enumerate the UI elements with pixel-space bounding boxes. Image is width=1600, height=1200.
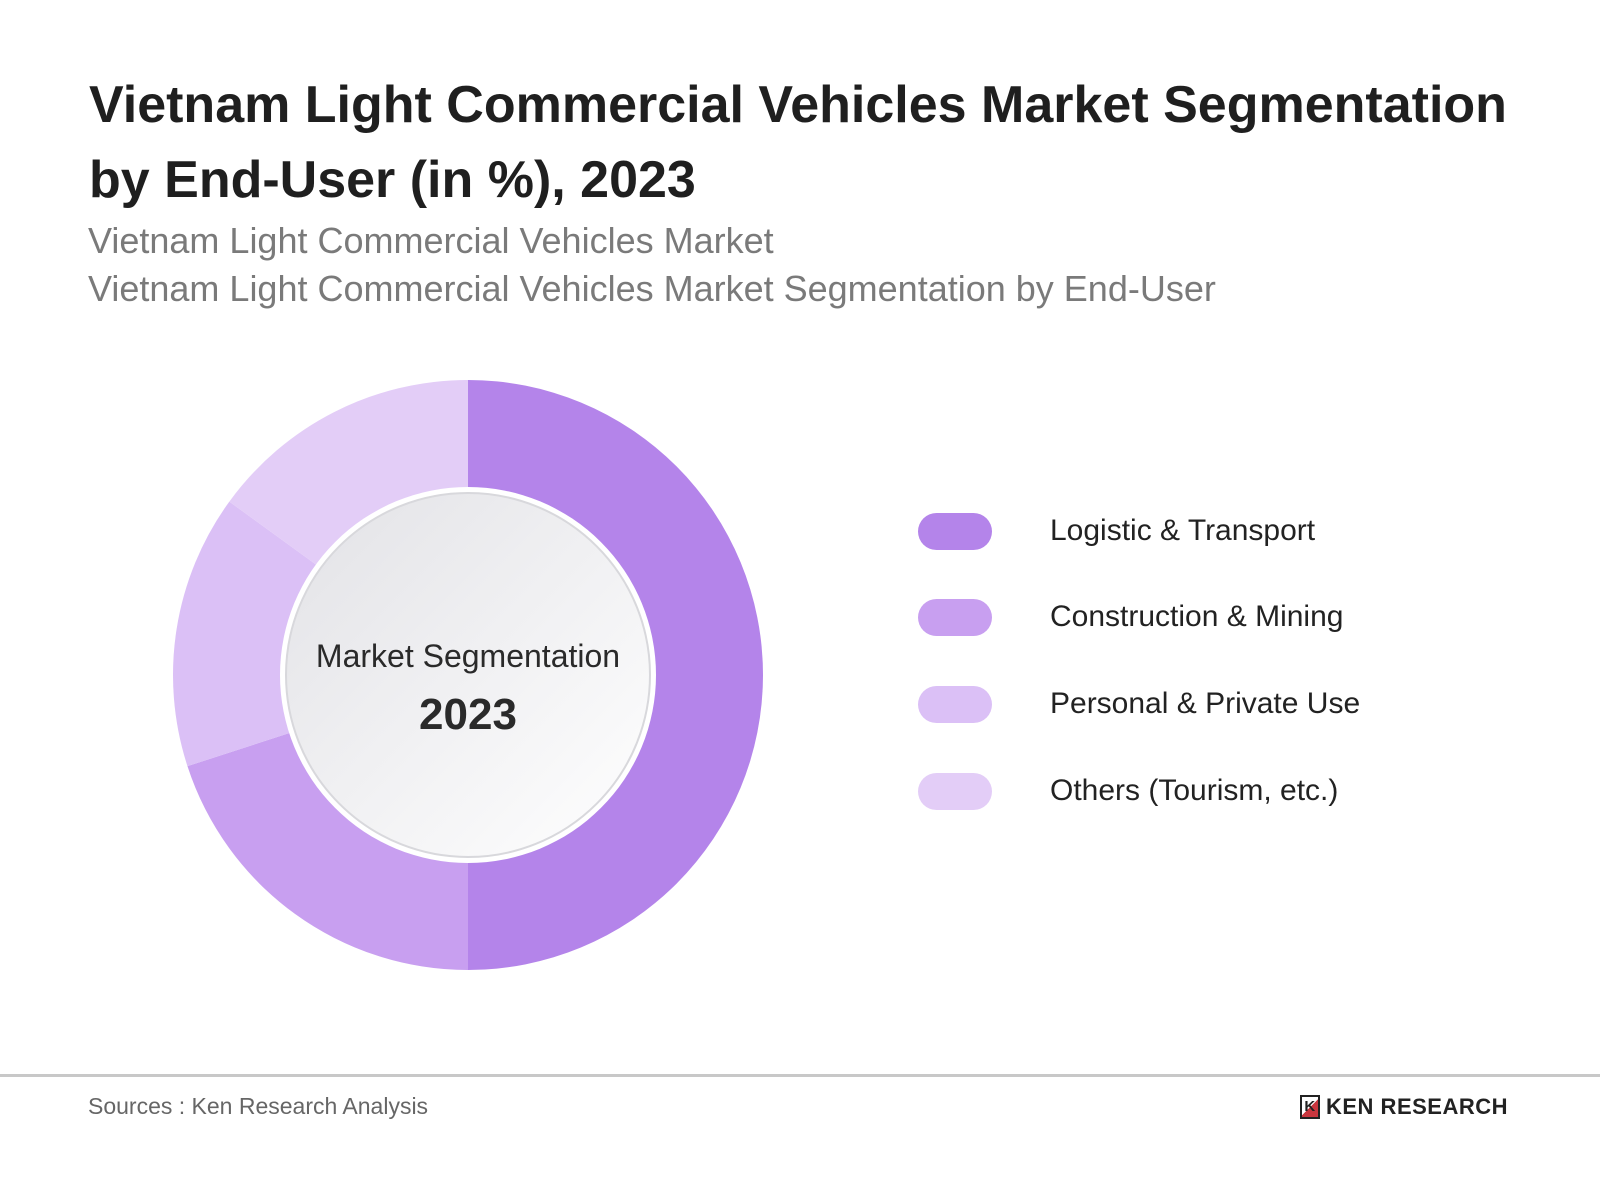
legend-swatch: [918, 598, 992, 636]
legend-item: Logistic & Transport: [918, 512, 1315, 550]
subtitle-1: Vietnam Light Commercial Vehicles Market: [88, 220, 774, 261]
legend-item: Personal & Private Use: [918, 685, 1360, 723]
logo-mark-icon: K: [1300, 1095, 1320, 1119]
legend-label: Construction & Mining: [1050, 600, 1344, 633]
center-label: Market Segmentation: [315, 638, 621, 674]
legend-swatch: [918, 772, 992, 810]
legend-swatch: [918, 685, 992, 723]
logo-text: KEN RESEARCH: [1326, 1094, 1509, 1119]
subtitle-2: Vietnam Light Commercial Vehicles Market…: [88, 268, 1216, 309]
legend-item: Others (Tourism, etc.): [918, 772, 1338, 810]
footer-divider: [0, 1074, 1600, 1077]
source-note: Sources : Ken Research Analysis: [88, 1093, 429, 1119]
ken-research-logo: K KEN RESEARCH: [1300, 1094, 1508, 1120]
legend-label: Logistic & Transport: [1050, 514, 1316, 547]
chart-title: Vietnam Light Commercial Vehicles Market…: [89, 76, 1507, 209]
legend-item: Construction & Mining: [918, 598, 1343, 636]
legend-swatch: [918, 512, 992, 550]
legend-label: Others (Tourism, etc.): [1050, 774, 1339, 807]
donut-hole: [285, 492, 651, 858]
legend-label: Personal & Private Use: [1050, 687, 1361, 720]
center-value: 2023: [419, 690, 517, 739]
